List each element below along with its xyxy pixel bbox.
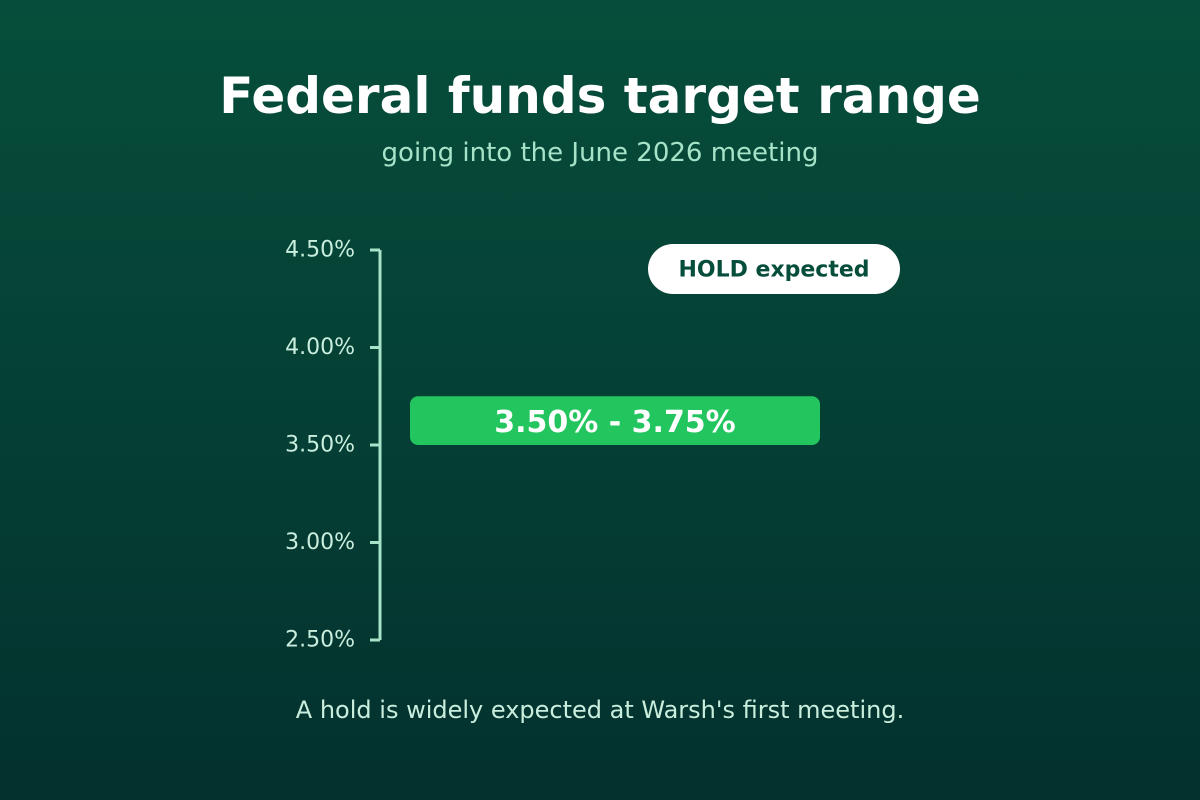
chart-title: Federal funds target range (219, 67, 981, 125)
hold-badge: HOLD expected (648, 244, 900, 294)
range-bar-label: 3.50% - 3.75% (494, 405, 736, 440)
chart-subtitle: going into the June 2026 meeting (381, 138, 819, 168)
y-tick-label: 4.50% (285, 238, 355, 263)
y-axis-ticks: 4.50% 4.00% 3.50% 3.00% 2.50% (285, 238, 380, 653)
y-tick-label: 3.50% (285, 433, 355, 458)
y-tick-label: 3.00% (285, 530, 355, 555)
y-tick-label: 4.00% (285, 335, 355, 360)
hold-badge-label: HOLD expected (678, 258, 869, 283)
hold-badge-background (648, 244, 900, 294)
range-bar-group: 3.50% - 3.75% (410, 396, 820, 445)
y-tick-label: 2.50% (285, 628, 355, 653)
range-bar (410, 396, 820, 445)
chart-note: A hold is widely expected at Warsh's fir… (295, 696, 905, 724)
